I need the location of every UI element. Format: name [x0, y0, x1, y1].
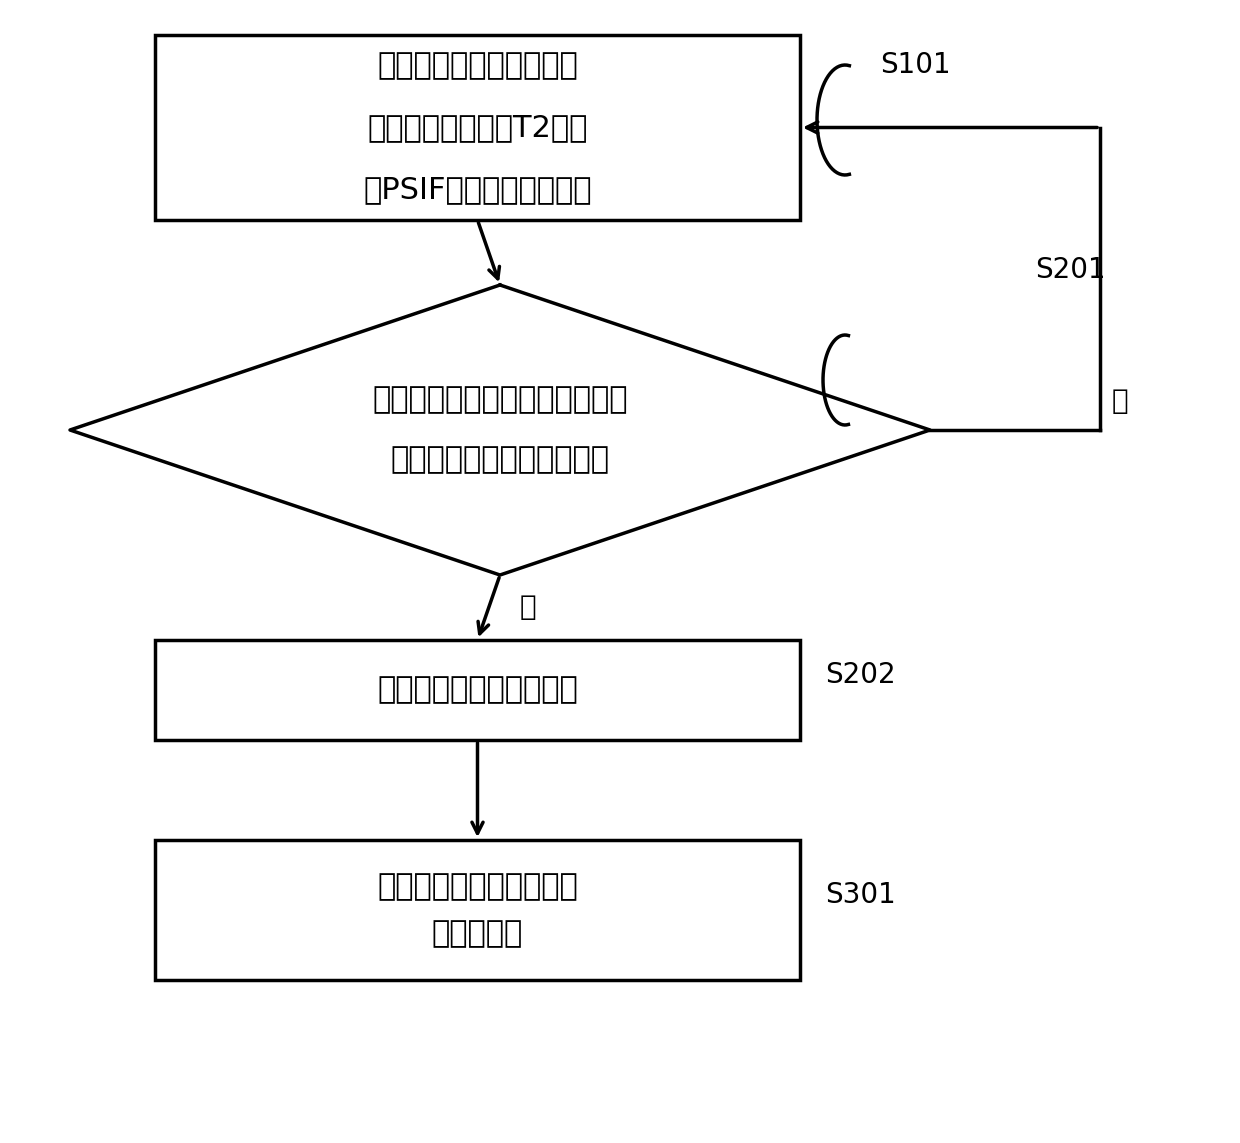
Text: S101: S101 [880, 51, 951, 79]
Text: 确定图像中存在目标区域: 确定图像中存在目标区域 [377, 676, 578, 704]
Text: 的PSIF序列成像所得图像: 的PSIF序列成像所得图像 [363, 175, 591, 203]
Text: 否: 否 [1112, 387, 1128, 415]
Bar [155, 640, 800, 740]
Text: 获得磁共振引导热消融处: 获得磁共振引导热消融处 [377, 51, 578, 80]
Text: 理后的组织经由重T2加权: 理后的组织经由重T2加权 [367, 113, 588, 142]
Text: 是: 是 [520, 593, 537, 622]
Text: 区域的边界: 区域的边界 [432, 919, 523, 948]
Text: 与周边位置之间的对比关系: 与周边位置之间的对比关系 [391, 446, 610, 474]
Text: 图像中是否呈现出靶点相关位置: 图像中是否呈现出靶点相关位置 [372, 385, 627, 415]
Bar [155, 35, 800, 219]
Polygon shape [69, 285, 930, 575]
Bar [155, 840, 800, 980]
Text: S201: S201 [1035, 256, 1106, 283]
Text: S301: S301 [825, 881, 895, 909]
Text: S202: S202 [825, 661, 895, 689]
Text: 根据对比关系，确定目标: 根据对比关系，确定目标 [377, 872, 578, 901]
